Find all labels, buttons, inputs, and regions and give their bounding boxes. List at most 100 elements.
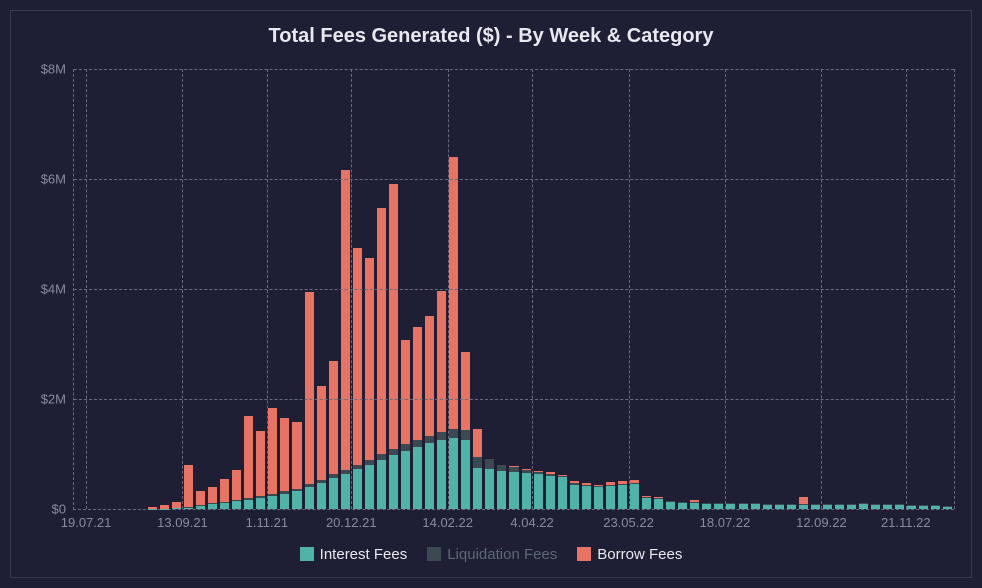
bar-segment-borrow bbox=[220, 479, 229, 502]
bar[interactable] bbox=[220, 479, 229, 509]
bar-segment-interest bbox=[763, 504, 772, 509]
bar[interactable] bbox=[389, 184, 398, 509]
bar-segment-interest bbox=[305, 487, 314, 509]
bar-segment-liquidation bbox=[558, 475, 567, 477]
bar[interactable] bbox=[763, 504, 772, 509]
bar-segment-borrow bbox=[546, 472, 555, 474]
gridline-vertical bbox=[725, 69, 726, 509]
bar[interactable] bbox=[859, 503, 868, 509]
bar-segment-liquidation bbox=[497, 465, 506, 471]
bar-segment-interest bbox=[353, 469, 362, 509]
bar-segment-interest bbox=[570, 485, 579, 509]
bar[interactable] bbox=[232, 470, 241, 509]
bar-segment-liquidation bbox=[389, 449, 398, 455]
bar[interactable] bbox=[196, 491, 205, 509]
bar[interactable] bbox=[606, 482, 615, 509]
bar[interactable] bbox=[208, 487, 217, 509]
bar[interactable] bbox=[522, 469, 531, 509]
bar-segment-borrow bbox=[389, 184, 398, 449]
bar-segment-borrow bbox=[522, 469, 531, 470]
x-axis-label: 1.11.21 bbox=[246, 509, 288, 530]
bar-segment-interest bbox=[473, 468, 482, 509]
bar[interactable] bbox=[256, 431, 265, 509]
gridline-vertical bbox=[629, 69, 630, 509]
bar[interactable] bbox=[666, 501, 675, 509]
bar[interactable] bbox=[775, 504, 784, 509]
bar[interactable] bbox=[341, 170, 350, 509]
bar[interactable] bbox=[280, 418, 289, 509]
bar[interactable] bbox=[292, 422, 301, 509]
bar-segment-borrow bbox=[509, 466, 518, 467]
bar-segment-liquidation bbox=[570, 483, 579, 485]
bar-segment-interest bbox=[317, 483, 326, 509]
bar-segment-interest bbox=[401, 451, 410, 509]
bar-segment-borrow bbox=[329, 361, 338, 475]
bar[interactable] bbox=[570, 481, 579, 509]
bar[interactable] bbox=[413, 327, 422, 509]
bar[interactable] bbox=[401, 340, 410, 509]
bar[interactable] bbox=[268, 408, 277, 509]
bar-segment-interest bbox=[558, 477, 567, 509]
bar[interactable] bbox=[425, 316, 434, 509]
bar[interactable] bbox=[329, 361, 338, 509]
bar[interactable] bbox=[353, 248, 362, 509]
bar[interactable] bbox=[654, 497, 663, 509]
bar-segment-liquidation bbox=[268, 494, 277, 496]
bar[interactable] bbox=[943, 506, 952, 509]
bar[interactable] bbox=[473, 429, 482, 509]
bar-segment-liquidation bbox=[425, 436, 434, 443]
bar-segment-borrow bbox=[377, 208, 386, 454]
legend-item-borrow[interactable]: Borrow Fees bbox=[577, 546, 682, 563]
legend-swatch bbox=[577, 547, 591, 561]
bar[interactable] bbox=[799, 497, 808, 509]
bar[interactable] bbox=[546, 472, 555, 509]
bar[interactable] bbox=[847, 504, 856, 509]
bar[interactable] bbox=[534, 471, 543, 509]
bar-segment-liquidation bbox=[630, 483, 639, 484]
bar[interactable] bbox=[365, 258, 374, 509]
bar[interactable] bbox=[630, 480, 639, 509]
bar[interactable] bbox=[787, 504, 796, 509]
bar[interactable] bbox=[461, 352, 470, 509]
bar[interactable] bbox=[618, 481, 627, 509]
bar[interactable] bbox=[148, 507, 157, 509]
bar[interactable] bbox=[377, 208, 386, 509]
bar[interactable] bbox=[751, 503, 760, 509]
legend-item-liquidation[interactable]: Liquidation Fees bbox=[427, 546, 557, 563]
bar-segment-interest bbox=[943, 506, 952, 509]
legend-label: Liquidation Fees bbox=[447, 546, 557, 563]
bar-segment-interest bbox=[522, 473, 531, 509]
bar[interactable] bbox=[690, 500, 699, 509]
bar[interactable] bbox=[871, 504, 880, 509]
legend-label: Interest Fees bbox=[320, 546, 408, 563]
bar[interactable] bbox=[582, 483, 591, 509]
legend-item-interest[interactable]: Interest Fees bbox=[300, 546, 408, 563]
bar-segment-interest bbox=[208, 504, 217, 509]
bar-segment-borrow bbox=[630, 480, 639, 483]
bar[interactable] bbox=[449, 157, 458, 509]
bar[interactable] bbox=[485, 459, 494, 509]
bar[interactable] bbox=[317, 386, 326, 509]
bar-segment-borrow bbox=[292, 422, 301, 489]
bar-segment-borrow bbox=[582, 483, 591, 484]
bar[interactable] bbox=[305, 292, 314, 509]
bar[interactable] bbox=[172, 502, 181, 509]
bar-segment-liquidation bbox=[522, 469, 531, 472]
bar-segment-interest bbox=[642, 498, 651, 509]
bar[interactable] bbox=[184, 465, 193, 509]
bar[interactable] bbox=[931, 505, 940, 509]
bar-segment-liquidation bbox=[606, 485, 615, 486]
bar[interactable] bbox=[244, 416, 253, 509]
bar[interactable] bbox=[642, 496, 651, 509]
bar[interactable] bbox=[497, 465, 506, 509]
bar-segment-liquidation bbox=[594, 486, 603, 487]
bar[interactable] bbox=[558, 475, 567, 509]
x-axis-label: 14.02.22 bbox=[422, 509, 473, 530]
bar[interactable] bbox=[594, 485, 603, 509]
bar[interactable] bbox=[509, 466, 518, 509]
x-axis-label: 18.07.22 bbox=[700, 509, 751, 530]
bar[interactable] bbox=[678, 502, 687, 509]
bar-segment-interest bbox=[618, 485, 627, 509]
bar-segment-interest bbox=[341, 474, 350, 509]
bar-segment-interest bbox=[329, 478, 338, 509]
